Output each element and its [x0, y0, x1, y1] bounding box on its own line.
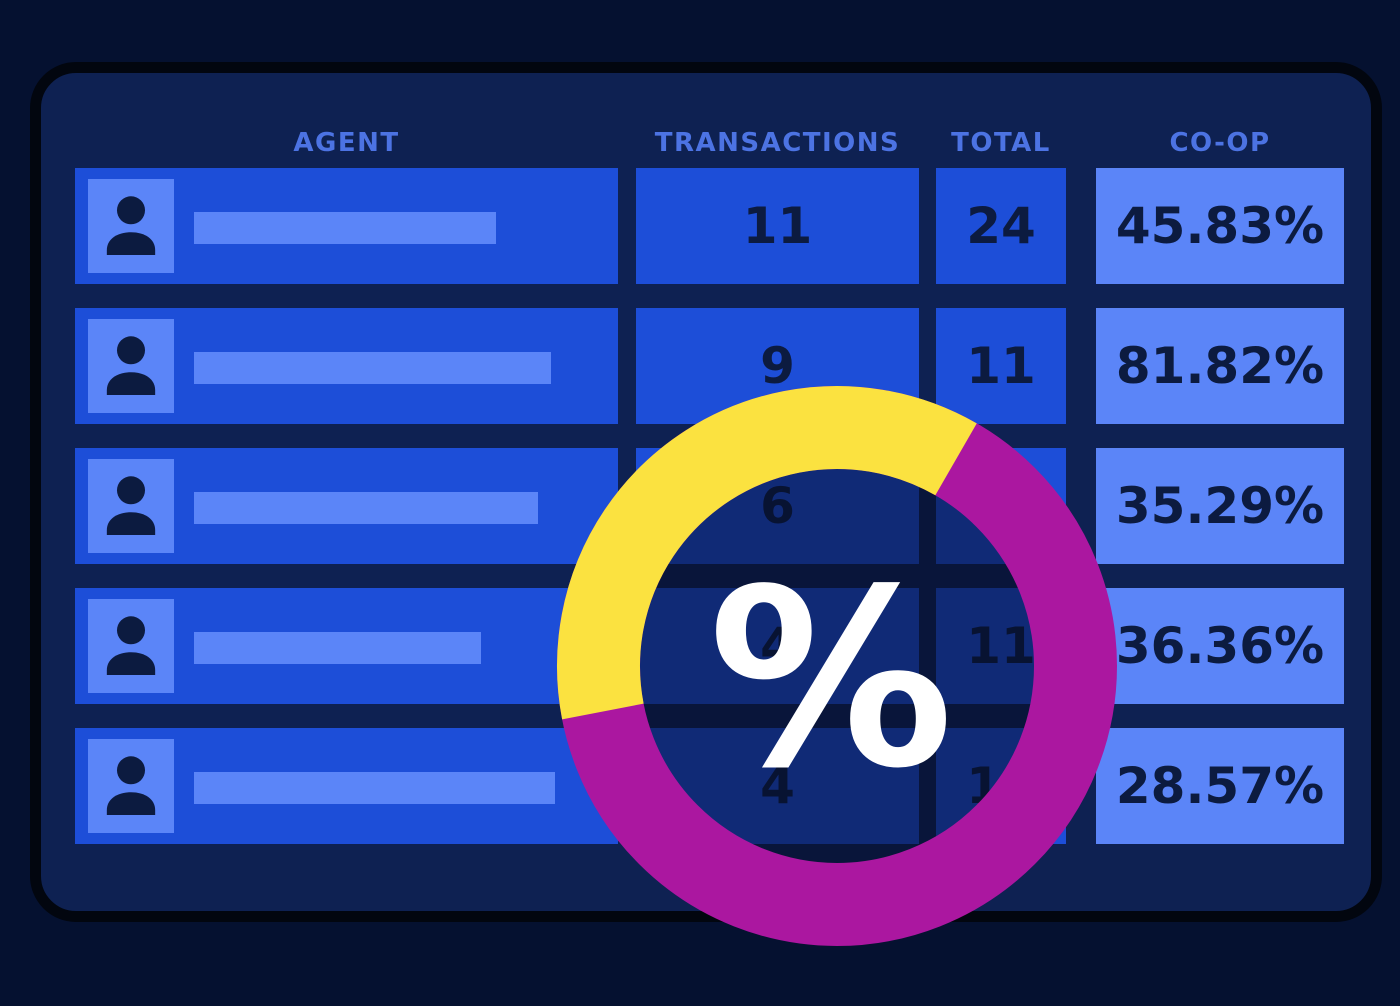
agent-cell [75, 168, 618, 284]
agent-name-placeholder [194, 212, 496, 244]
agent-name-placeholder [194, 632, 481, 664]
person-icon [106, 476, 156, 535]
percent-center-label: % [708, 537, 954, 822]
total-cell: 11 [936, 308, 1066, 424]
avatar [88, 459, 174, 553]
total-cell: 24 [936, 168, 1066, 284]
coop-cell: 81.82% [1096, 308, 1344, 424]
column-header-total: TOTAL [951, 128, 1051, 158]
avatar [88, 599, 174, 693]
column-header-agent: AGENT [293, 128, 400, 158]
coop-cell: 28.57% [1096, 728, 1344, 844]
table-row: 9 11 81.82% [0, 308, 1400, 424]
transactions-cell: 11 [636, 168, 919, 284]
coop-cell: 35.29% [1096, 448, 1344, 564]
transactions-cell: 9 [636, 308, 919, 424]
person-icon [106, 196, 156, 255]
agent-cell [75, 728, 618, 844]
agent-cell [75, 308, 618, 424]
agent-name-placeholder [194, 492, 538, 524]
column-header-coop: CO-OP [1169, 128, 1271, 158]
avatar [88, 739, 174, 833]
total-cell: 17 [936, 448, 1066, 564]
table-row: 11 24 45.83% [0, 168, 1400, 284]
person-icon [106, 336, 156, 395]
agent-name-placeholder [194, 772, 555, 804]
avatar [88, 319, 174, 413]
agent-name-placeholder [194, 352, 551, 384]
agent-cell [75, 448, 618, 564]
person-icon [106, 616, 156, 675]
table-row: 6 17 35.29% [0, 448, 1400, 564]
coop-cell: 45.83% [1096, 168, 1344, 284]
person-icon [106, 756, 156, 815]
agent-cell [75, 588, 618, 704]
column-header-transactions: TRANSACTIONS [654, 128, 901, 158]
avatar [88, 179, 174, 273]
coop-cell: 36.36% [1096, 588, 1344, 704]
